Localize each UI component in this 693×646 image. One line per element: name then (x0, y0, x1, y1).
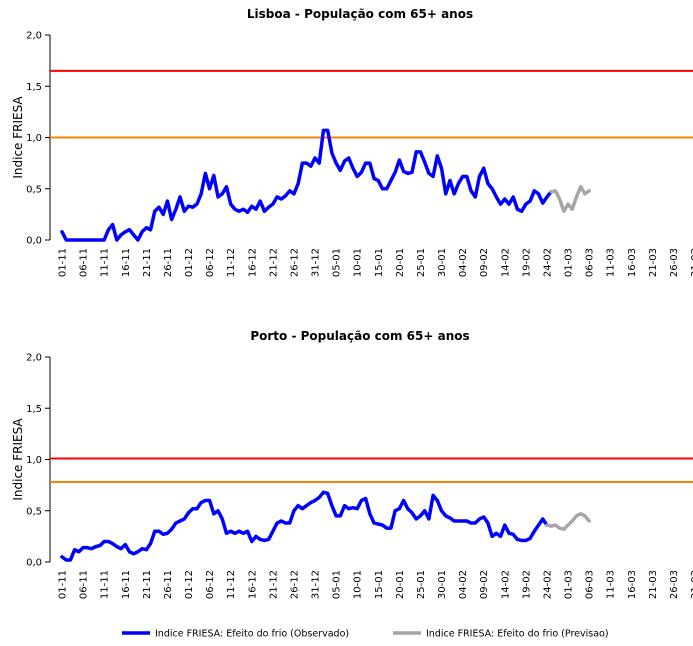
x-tick-label: 19-02 (521, 570, 532, 599)
x-tick-label: 14-02 (500, 248, 511, 277)
x-tick-label: 24-02 (542, 570, 553, 599)
x-tick-label: 11-11 (100, 248, 111, 277)
x-tick-label: 26-11 (163, 248, 174, 277)
x-tick-label: 11-03 (606, 248, 617, 277)
x-tick-label: 05-01 (332, 570, 343, 599)
x-tick-label: 10-01 (353, 570, 364, 599)
x-tick-label: 06-12 (205, 248, 216, 277)
x-tick-label: 16-12 (247, 248, 258, 277)
y-tick-label: 1,5 (26, 82, 42, 93)
x-tick-label: 21-12 (268, 248, 279, 277)
x-tick-label: 26-12 (289, 570, 300, 599)
x-tick-label: 26-03 (669, 570, 680, 599)
x-tick-label: 26-03 (669, 248, 680, 277)
y-tick-label: 2,0 (26, 353, 42, 364)
x-tick-label: 16-03 (627, 248, 638, 277)
x-tick-label: 21-12 (268, 570, 279, 599)
x-tick-label: 19-02 (521, 248, 532, 277)
y-tick-label: 1,5 (26, 404, 42, 415)
x-tick-label: 01-03 (564, 570, 575, 599)
x-tick-label: 06-03 (585, 248, 596, 277)
x-tick-label: 06-11 (79, 570, 90, 599)
x-tick-label: 01-12 (184, 570, 195, 599)
x-tick-label: 20-01 (395, 570, 406, 599)
x-tick-label: 06-03 (585, 570, 596, 599)
chart-title: Porto - População com 65+ anos (250, 329, 469, 343)
x-tick-label: 14-02 (500, 570, 511, 599)
x-tick-label: 05-01 (332, 248, 343, 277)
x-tick-label: 04-02 (458, 570, 469, 599)
x-tick-label: 16-11 (121, 570, 132, 599)
x-tick-label: 09-02 (479, 248, 490, 277)
x-tick-label: 20-01 (395, 248, 406, 277)
x-tick-label: 01-12 (184, 248, 195, 277)
y-tick-label: 2,0 (26, 31, 42, 42)
x-tick-label: 16-12 (247, 570, 258, 599)
x-tick-label: 26-12 (289, 248, 300, 277)
y-tick-label: 0,5 (26, 184, 42, 195)
x-tick-label: 15-01 (374, 248, 385, 277)
x-tick-label: 21-03 (648, 570, 659, 599)
y-tick-label: 1,0 (26, 455, 42, 466)
series-line (60, 128, 553, 242)
x-tick-label: 04-02 (458, 248, 469, 277)
x-tick-label: 11-11 (100, 570, 111, 599)
x-tick-label: 11-12 (226, 248, 237, 277)
x-tick-label: 11-03 (606, 570, 617, 599)
x-tick-label: 21-11 (142, 248, 153, 277)
y-tick-label: 0,0 (26, 558, 42, 569)
y-axis-title: Indice FRIESA (11, 418, 25, 501)
x-tick-label: 10-01 (353, 248, 364, 277)
x-tick-label: 31-03 (690, 248, 693, 277)
x-tick-label: 21-03 (648, 248, 659, 277)
y-tick-label: 1,0 (26, 133, 42, 144)
x-tick-label: 01-11 (58, 248, 69, 277)
y-tick-label: 0,5 (26, 506, 42, 517)
chart-title: Lisboa - População com 65+ anos (247, 7, 473, 21)
x-tick-label: 15-01 (374, 570, 385, 599)
legend-label: Indice FRIESA: Efeito do frio (Previsao) (426, 629, 609, 640)
x-tick-label: 25-01 (416, 248, 427, 277)
y-tick-label: 0,0 (26, 236, 42, 247)
series-line (549, 184, 591, 214)
series-line (545, 512, 591, 531)
x-tick-label: 31-03 (690, 570, 693, 599)
x-tick-label: 31-12 (311, 570, 322, 599)
x-tick-label: 01-11 (58, 570, 69, 599)
x-tick-label: 06-12 (205, 570, 216, 599)
x-tick-label: 30-01 (437, 248, 448, 277)
x-tick-label: 24-02 (542, 248, 553, 277)
legend-label: Indice FRIESA: Efeito do frio (Observado… (155, 629, 349, 640)
x-tick-label: 21-11 (142, 570, 153, 599)
y-axis-title: Indice FRIESA (11, 96, 25, 179)
x-tick-label: 30-01 (437, 570, 448, 599)
x-tick-label: 01-03 (564, 248, 575, 277)
x-tick-label: 09-02 (479, 570, 490, 599)
series-line (60, 490, 549, 562)
x-tick-label: 16-03 (627, 570, 638, 599)
x-tick-label: 16-11 (121, 248, 132, 277)
x-tick-label: 26-11 (163, 570, 174, 599)
x-tick-label: 31-12 (311, 248, 322, 277)
x-tick-label: 25-01 (416, 570, 427, 599)
x-tick-label: 06-11 (79, 248, 90, 277)
x-tick-label: 11-12 (226, 570, 237, 599)
